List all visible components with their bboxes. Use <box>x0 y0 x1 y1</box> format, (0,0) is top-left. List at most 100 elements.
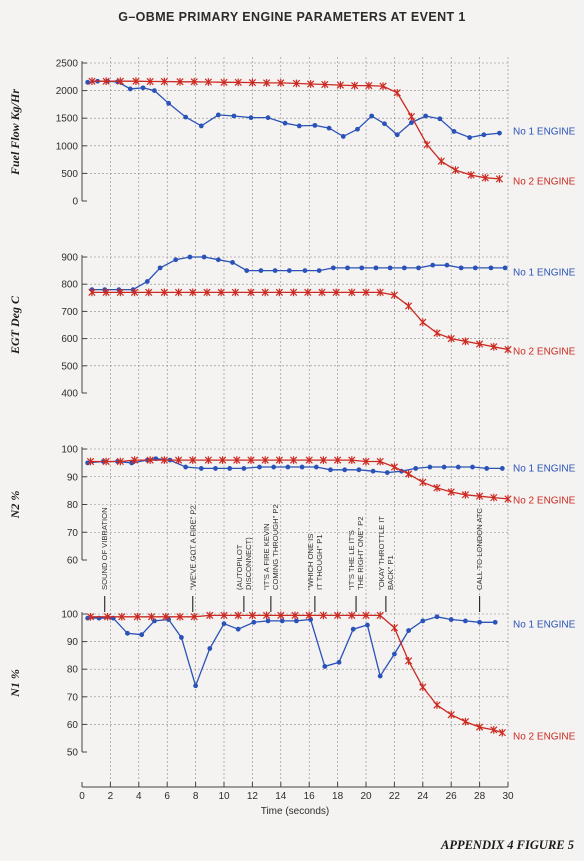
data-point-dot <box>201 254 207 260</box>
data-point-star <box>379 82 387 91</box>
data-point-dot <box>157 265 163 271</box>
x-tick-label: 28 <box>474 791 486 802</box>
data-point-dot <box>481 132 487 138</box>
data-point-star <box>116 77 124 86</box>
series-line <box>90 614 503 734</box>
y-tick-label: 50 <box>67 748 79 759</box>
series-line <box>90 459 509 500</box>
data-point-star <box>233 456 241 464</box>
data-point-dot <box>294 618 299 624</box>
data-point-dot <box>394 132 400 138</box>
data-point-star <box>234 611 242 620</box>
data-point-dot <box>342 467 348 473</box>
panel-y-label: EGT Deg C <box>8 295 22 355</box>
data-point-star <box>262 79 271 87</box>
data-point-dot <box>316 268 322 273</box>
data-point-star <box>336 81 345 89</box>
x-tick-label: 26 <box>446 791 458 802</box>
data-point-dot <box>377 673 383 679</box>
data-point-dot <box>472 265 478 271</box>
data-point-star <box>277 611 285 620</box>
data-point-star <box>433 329 441 337</box>
data-point-dot <box>373 265 379 271</box>
data-point-dot <box>313 464 319 470</box>
series-label: No 2 ENGINE <box>513 177 576 188</box>
data-point-star <box>190 612 198 621</box>
data-point-dot <box>328 467 333 473</box>
data-point-dot <box>265 115 271 121</box>
series-label: No 1 ENGINE <box>513 620 576 631</box>
annotation-text: "OKAY THROTTLE IT <box>377 516 386 590</box>
data-point-dot <box>258 268 264 273</box>
data-point-star <box>204 78 213 86</box>
data-point-star <box>332 288 340 297</box>
data-point-dot <box>279 618 285 624</box>
x-tick-label: 2 <box>108 791 114 802</box>
data-point-star <box>498 728 506 737</box>
data-point-star <box>419 318 427 327</box>
y-tick-label: 900 <box>61 253 78 264</box>
data-point-star <box>147 612 156 621</box>
x-tick-label: 16 <box>304 791 316 802</box>
x-tick-label: 30 <box>502 791 514 802</box>
data-point-star <box>231 288 239 297</box>
data-point-star <box>234 78 242 87</box>
data-point-dot <box>299 464 305 470</box>
y-tick-label: 80 <box>67 500 79 511</box>
y-tick-label: 1500 <box>56 114 79 125</box>
data-point-dot <box>365 622 370 628</box>
data-point-dot <box>359 265 365 271</box>
data-point-star <box>319 611 328 620</box>
data-point-star <box>495 175 504 183</box>
data-point-dot <box>477 619 482 625</box>
data-point-star <box>390 291 399 299</box>
data-point-star <box>218 456 227 464</box>
data-point-dot <box>286 268 292 273</box>
data-point-dot <box>215 112 221 118</box>
panel-y-label: Fuel Flow Kg/Hr <box>8 89 22 176</box>
data-point-dot <box>144 279 150 284</box>
y-tick-label: 90 <box>67 637 79 648</box>
data-point-star <box>390 623 399 632</box>
data-point-star <box>419 478 427 487</box>
data-point-dot <box>369 113 375 119</box>
x-tick-label: 14 <box>275 791 287 802</box>
series-line <box>91 256 506 291</box>
data-point-star <box>261 456 269 464</box>
data-point-star <box>189 288 197 297</box>
data-point-dot <box>173 257 179 263</box>
data-point-dot <box>271 464 277 470</box>
data-point-star <box>160 77 168 86</box>
y-tick-label: 800 <box>61 280 78 291</box>
annotation-text: THE RIGHT ONE" P2 <box>356 517 365 590</box>
data-point-dot <box>125 630 130 636</box>
data-point-star <box>220 611 228 620</box>
x-tick-label: 24 <box>417 791 429 802</box>
data-point-star <box>365 81 373 90</box>
series-label: No 1 ENGINE <box>513 268 576 279</box>
data-point-star <box>437 157 445 166</box>
data-point-dot <box>492 619 498 625</box>
data-point-star <box>362 457 370 466</box>
data-point-star <box>318 288 326 297</box>
data-point-star <box>461 717 470 726</box>
data-point-star <box>461 337 470 346</box>
data-point-star <box>306 80 315 88</box>
data-point-dot <box>499 466 505 471</box>
x-tick-label: 0 <box>79 791 85 802</box>
data-point-star <box>404 470 413 478</box>
data-point-star <box>102 77 110 86</box>
series-line <box>87 80 500 139</box>
data-point-dot <box>282 120 288 126</box>
data-point-star <box>404 657 413 665</box>
data-point-dot <box>467 135 473 140</box>
data-point-star <box>490 493 498 502</box>
data-point-dot <box>356 467 362 473</box>
data-point-star <box>130 288 139 297</box>
data-point-star <box>130 456 139 464</box>
data-point-star <box>481 173 489 182</box>
series-label: No 2 ENGINE <box>513 732 576 743</box>
data-point-star <box>248 78 257 87</box>
data-point-dot <box>257 464 262 470</box>
data-point-dot <box>416 265 421 271</box>
